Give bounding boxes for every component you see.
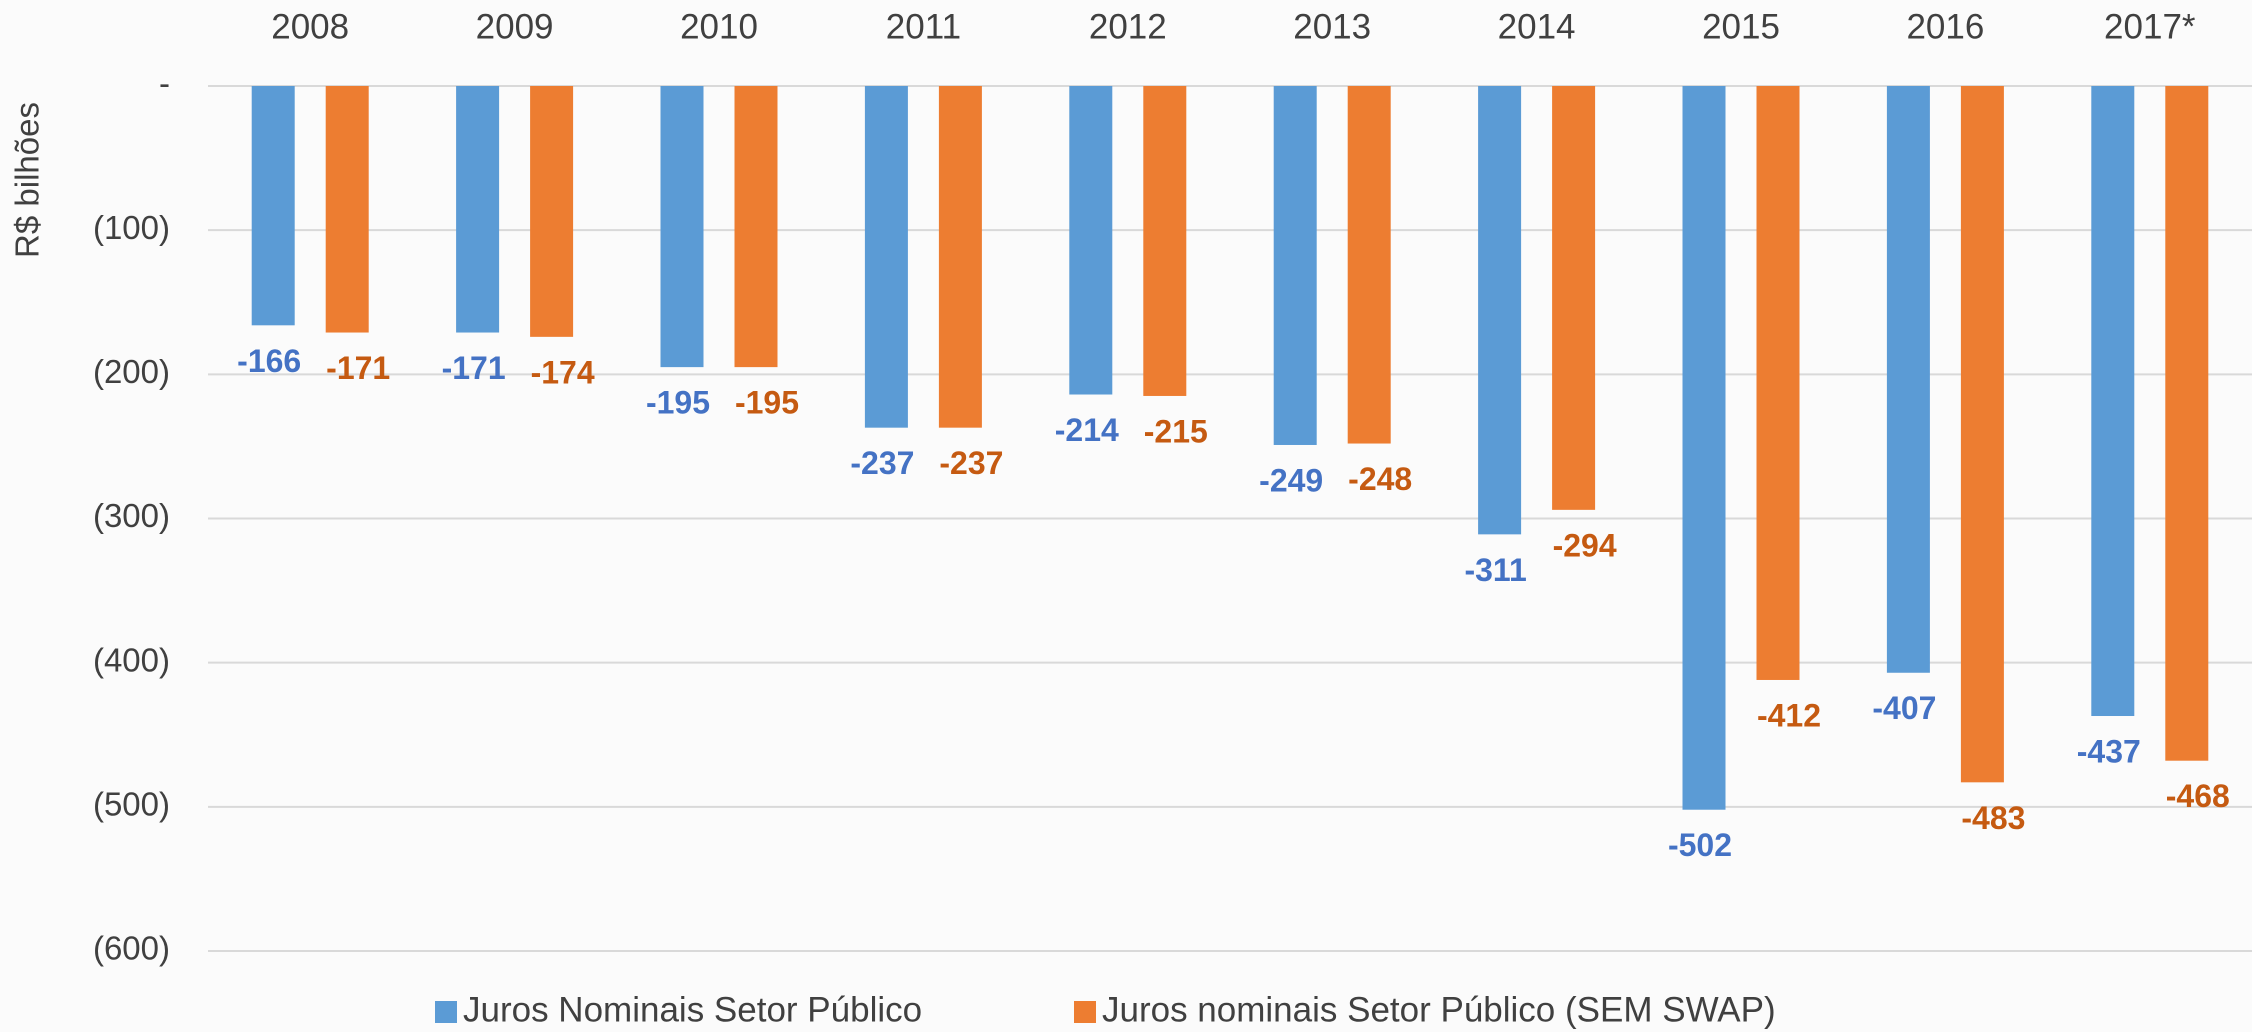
bar: [660, 86, 704, 368]
x-tick-label: 2017*: [2104, 7, 2196, 46]
y-tick-label: (500): [93, 786, 170, 823]
bar: [251, 86, 295, 326]
data-label: -502: [1668, 827, 1732, 863]
x-tick-label: 2011: [886, 7, 961, 46]
data-label: -437: [2077, 733, 2141, 769]
data-label: -195: [735, 385, 799, 421]
data-label: -237: [850, 445, 914, 481]
y-tick-label: (400): [93, 641, 170, 678]
x-tick-label: 2012: [1089, 7, 1167, 46]
bar: [2091, 86, 2135, 717]
x-tick-label: 2016: [1906, 7, 1984, 46]
data-label: -311: [1464, 552, 1526, 588]
data-label: -171: [326, 350, 390, 386]
x-tick-label: 2009: [476, 7, 554, 46]
data-label: -407: [1872, 690, 1936, 726]
bar: [1552, 86, 1596, 510]
y-tick-label: (100): [93, 209, 170, 246]
x-tick-label: 2010: [680, 7, 758, 46]
legend-swatch: [435, 1001, 457, 1023]
data-label: -248: [1348, 461, 1412, 497]
bar: [456, 86, 500, 333]
legend-label: Juros nominais Setor Público (SEM SWAP): [1102, 990, 1776, 1029]
y-tick-label: (300): [93, 497, 170, 534]
bar: [1069, 86, 1113, 395]
bar: [1960, 86, 2004, 783]
x-tick-label: 2008: [271, 7, 349, 46]
bar: [1756, 86, 1800, 680]
x-tick-label: 2013: [1293, 7, 1371, 46]
data-label: -412: [1757, 697, 1821, 733]
bar: [1143, 86, 1187, 396]
bar: [734, 86, 778, 368]
data-label: -215: [1144, 413, 1208, 449]
data-label: -195: [646, 385, 710, 421]
data-label: -214: [1055, 412, 1119, 448]
bar: [2165, 86, 2209, 761]
bar: [1478, 86, 1522, 535]
bar: [1347, 86, 1391, 444]
y-tick-label: -: [159, 65, 170, 102]
x-tick-label: 2014: [1498, 7, 1576, 46]
x-tick-label: 2015: [1702, 7, 1780, 46]
data-label: -483: [1961, 800, 2025, 836]
legend-swatch: [1074, 1001, 1096, 1023]
y-tick-label: (600): [93, 930, 170, 967]
data-label: -171: [442, 350, 506, 386]
bar: [530, 86, 574, 337]
legend-label: Juros Nominais Setor Público: [463, 990, 922, 1029]
data-label: -174: [531, 354, 595, 390]
data-label: -166: [237, 343, 301, 379]
bar: [864, 86, 908, 428]
bar: [1886, 86, 1930, 673]
y-tick-label: (200): [93, 353, 170, 390]
data-label: -468: [2166, 778, 2230, 814]
data-label: -249: [1259, 462, 1323, 498]
bar: [325, 86, 369, 333]
bar: [1682, 86, 1726, 810]
bar: [938, 86, 982, 428]
y-axis-label: R$ bilhões: [9, 102, 46, 258]
bar: [1273, 86, 1317, 445]
data-label: -294: [1553, 527, 1617, 563]
data-label: -237: [939, 445, 1003, 481]
